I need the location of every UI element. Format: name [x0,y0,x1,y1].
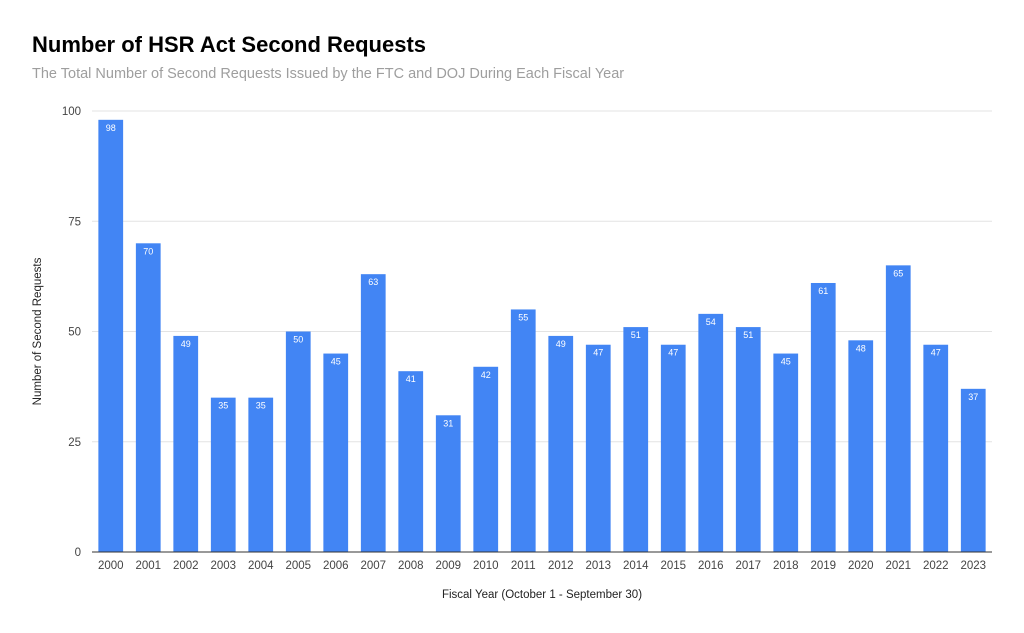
data-label: 35 [218,401,228,411]
bar [398,371,424,552]
bar [285,331,311,552]
data-label: 55 [518,312,528,322]
data-label: 47 [593,348,603,358]
x-tick-label: 2019 [810,560,836,572]
data-label: 63 [368,277,378,287]
data-label: 50 [293,335,303,345]
x-tick-label: 2023 [960,560,986,572]
data-label: 65 [893,268,903,278]
data-label: 47 [668,348,678,358]
data-label: 54 [706,317,716,327]
bar [885,265,911,552]
data-label: 51 [743,330,753,340]
x-axis-ticks: 2000 2001 2002 2003 2004 2005 2006 2007 2008 2009… [98,560,986,572]
bar [960,388,986,552]
x-tick-label: 2005 [285,560,311,572]
bar [773,353,799,552]
bar [173,335,199,552]
data-label: 47 [931,348,941,358]
x-tick-label: 2013 [585,560,611,572]
x-tick-label: 2006 [323,560,349,572]
x-tick-label: 2022 [923,560,949,572]
x-tick-label: 2016 [698,560,724,572]
bar [660,344,686,552]
data-label: 31 [443,418,453,428]
x-tick-label: 2004 [248,560,274,572]
data-label: 61 [818,286,828,296]
bar [548,335,574,552]
x-tick-label: 2021 [885,560,911,572]
bar [735,327,761,552]
x-tick-label: 2009 [435,560,461,572]
bar [210,397,236,552]
x-tick-label: 2008 [398,560,424,572]
x-tick-label: 2002 [173,560,199,572]
data-label: 98 [106,123,116,133]
bar [435,415,461,552]
bar [473,366,499,552]
x-tick-label: 2014 [623,560,649,572]
x-tick-label: 2000 [98,560,124,572]
data-labels: 98 70 49 35 35 50 45 63 41 31 42 55 49 47 51 47 54 51 45 61… [106,123,979,428]
chart-title: Number of HSR Act Second Requests [32,32,427,57]
bar [135,243,161,553]
gridlines [92,110,992,443]
y-tick-label: 50 [68,327,81,339]
y-axis-title: Number of Second Requests [32,257,44,405]
y-tick-label: 100 [62,106,81,118]
y-tick-label: 25 [68,437,81,449]
data-label: 41 [406,374,416,384]
chart-subtitle: The Total Number of Second Requests Issu… [32,66,625,82]
x-tick-label: 2015 [660,560,686,572]
x-tick-label: 2017 [735,560,761,572]
data-label: 35 [256,401,266,411]
bars [98,119,986,553]
bar [585,344,611,552]
data-label: 48 [856,343,866,353]
x-tick-label: 2001 [135,560,161,572]
x-tick-label: 2007 [360,560,386,572]
bar [810,282,836,552]
bar [323,353,349,552]
bar [98,119,124,552]
y-tick-label: 0 [75,547,81,559]
x-tick-label: 2020 [848,560,874,572]
x-tick-label: 2018 [773,560,799,572]
x-axis-title: Fiscal Year (October 1 - September 30) [442,589,642,601]
x-tick-label: 2010 [473,560,499,572]
y-tick-label: 75 [68,216,81,228]
data-label: 37 [968,392,978,402]
data-label: 49 [181,339,191,349]
bar [698,313,724,552]
data-label: 42 [481,370,491,380]
bar [248,397,274,552]
bar [510,309,536,552]
bar [848,340,874,552]
y-axis-ticks: 0 25 50 75 100 [62,106,81,559]
data-label: 51 [631,330,641,340]
x-tick-label: 2011 [511,560,536,572]
data-label: 45 [331,357,341,367]
x-tick-label: 2012 [548,560,574,572]
data-label: 70 [143,246,153,256]
data-label: 45 [781,357,791,367]
data-label: 49 [556,339,566,349]
x-tick-label: 2003 [210,560,236,572]
bar [623,327,649,552]
bar [923,344,949,552]
bar [360,274,386,552]
